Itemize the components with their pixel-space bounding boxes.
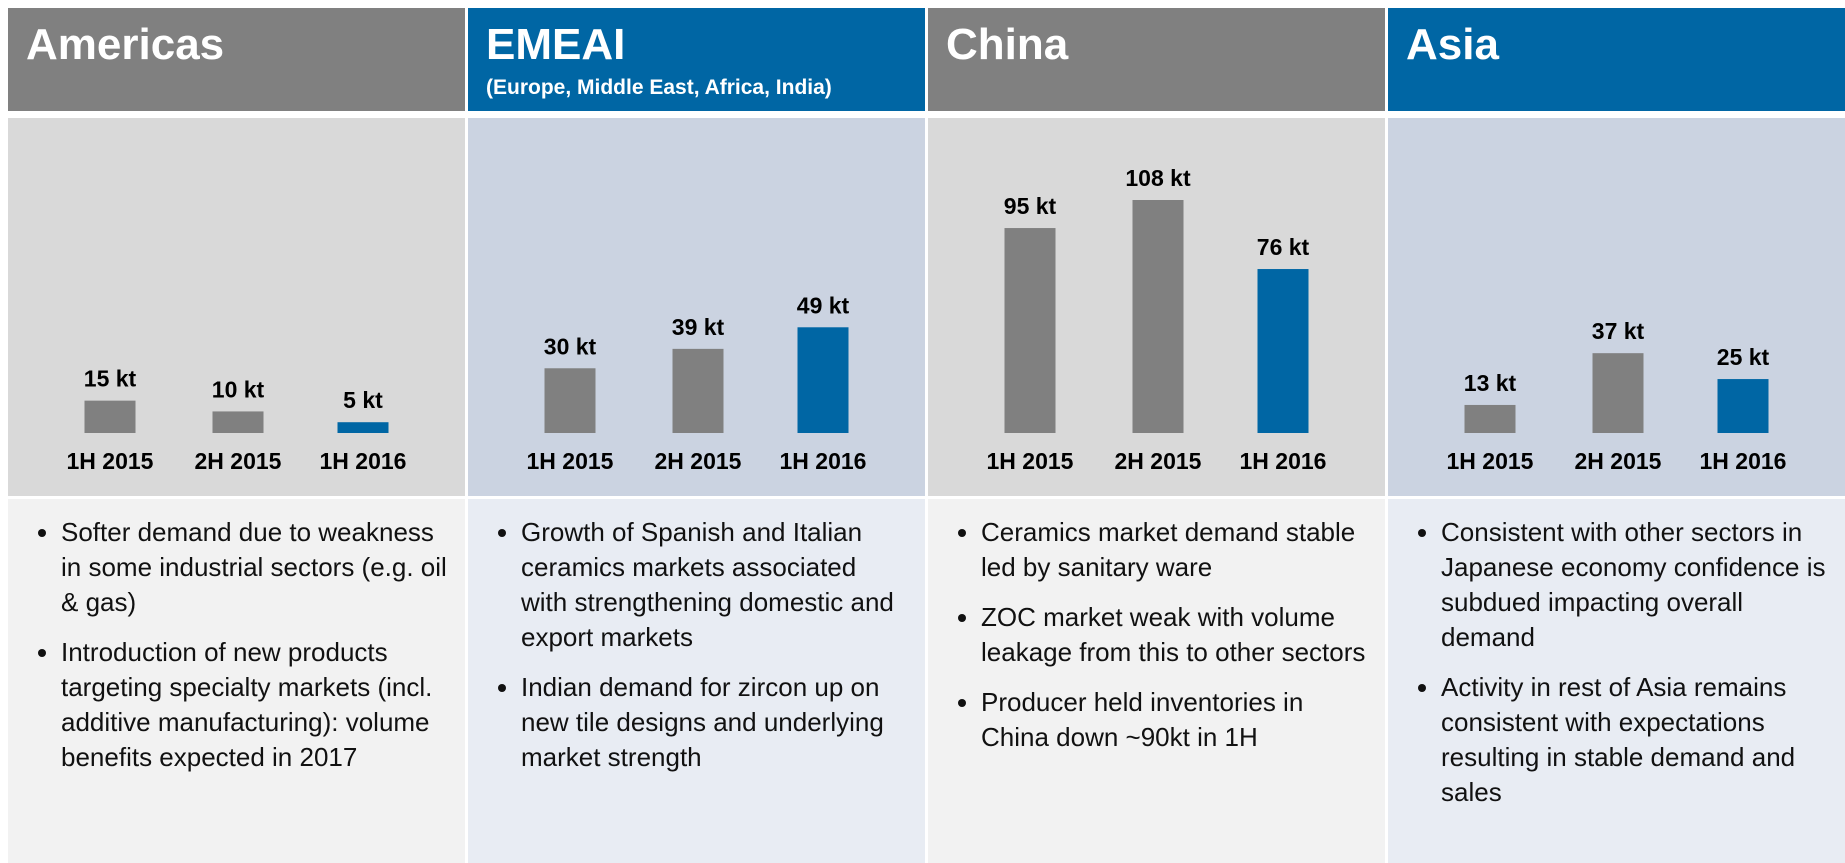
x-tick-label: 1H 2015 [1447, 448, 1534, 474]
value-label: 15 kt [84, 366, 137, 392]
bullet-item: Introduction of new products targeting s… [61, 635, 447, 775]
region-panel: China 95 kt 1H 2015 108 kt 2H 2015 76 kt 1H 20… [928, 8, 1385, 863]
bullet-item: Growth of Spanish and Italian ceramics m… [521, 515, 907, 655]
region-header: EMEAI (Europe, Middle East, Africa, India… [468, 8, 925, 111]
bullet-item: Ceramics market demand stable led by san… [981, 515, 1367, 585]
x-tick-label: 2H 2015 [655, 448, 742, 474]
bullet-list: Consistent with other sectors in Japanes… [1388, 499, 1845, 863]
value-label: 76 kt [1257, 234, 1310, 260]
bar [1004, 228, 1056, 433]
bar [212, 411, 264, 433]
x-tick-label: 2H 2015 [1575, 448, 1662, 474]
bullet-item: ZOC market weak with volume leakage from… [981, 600, 1367, 670]
region-panel: Asia 13 kt 1H 2015 37 kt 2H 2015 25 kt 1H 2016… [1388, 8, 1845, 863]
x-tick-label: 1H 2015 [987, 448, 1074, 474]
value-label: 49 kt [797, 292, 850, 318]
x-tick-label: 1H 2016 [1700, 448, 1787, 474]
value-label: 5 kt [343, 387, 383, 413]
bar-chart: 30 kt 1H 2015 39 kt 2H 2015 49 kt 1H 2016 [468, 118, 925, 496]
x-tick-label: 2H 2015 [195, 448, 282, 474]
bullet-list: Ceramics market demand stable led by san… [928, 499, 1385, 863]
region-panel: Americas 15 kt 1H 2015 10 kt 2H 2015 5 kt 1H 2… [8, 8, 465, 863]
bullet-item: Softer demand due to weakness in some in… [61, 515, 447, 620]
region-panel: EMEAI (Europe, Middle East, Africa, India… [468, 8, 925, 863]
value-label: 25 kt [1717, 344, 1770, 370]
value-label: 95 kt [1004, 193, 1057, 219]
bar [544, 368, 596, 433]
value-label: 10 kt [212, 376, 265, 402]
x-tick-label: 1H 2016 [1240, 448, 1327, 474]
bar [337, 422, 389, 433]
value-label: 39 kt [672, 314, 725, 340]
bar-chart: 15 kt 1H 2015 10 kt 2H 2015 5 kt 1H 2016 [8, 118, 465, 496]
bar-chart: 95 kt 1H 2015 108 kt 2H 2015 76 kt 1H 2016 [928, 118, 1385, 496]
bullet-item: Consistent with other sectors in Japanes… [1441, 515, 1827, 655]
value-label: 13 kt [1464, 370, 1517, 396]
bar [797, 327, 849, 433]
region-title: EMEAI [486, 20, 626, 69]
bar [84, 400, 136, 433]
bar-chart: 13 kt 1H 2015 37 kt 2H 2015 25 kt 1H 2016 [1388, 118, 1845, 496]
region-title: Americas [26, 20, 225, 69]
bullet-item: Producer held inventories in China down … [981, 685, 1367, 755]
region-title: China [946, 20, 1069, 69]
region-title: Asia [1406, 20, 1499, 69]
bar [1592, 353, 1644, 433]
bullet-item: Indian demand for zircon up on new tile … [521, 670, 907, 775]
region-header: China [928, 8, 1385, 111]
x-tick-label: 2H 2015 [1115, 448, 1202, 474]
bar [672, 348, 724, 433]
x-tick-label: 1H 2016 [780, 448, 867, 474]
bar [1132, 200, 1184, 433]
bar [1257, 269, 1309, 433]
region-header: Americas [8, 8, 465, 111]
x-tick-label: 1H 2015 [67, 448, 154, 474]
value-label: 37 kt [1592, 318, 1645, 344]
x-tick-label: 1H 2015 [527, 448, 614, 474]
bullet-list: Softer demand due to weakness in some in… [8, 499, 465, 863]
x-tick-label: 1H 2016 [320, 448, 407, 474]
value-label: 30 kt [544, 333, 597, 359]
bar [1464, 404, 1516, 433]
value-label: 108 kt [1125, 165, 1191, 191]
region-header: Asia [1388, 8, 1845, 111]
bullet-list: Growth of Spanish and Italian ceramics m… [468, 499, 925, 863]
bar [1717, 379, 1769, 433]
region-subtitle: (Europe, Middle East, Africa, India) [486, 76, 832, 99]
bullet-item: Activity in rest of Asia remains consist… [1441, 670, 1827, 810]
